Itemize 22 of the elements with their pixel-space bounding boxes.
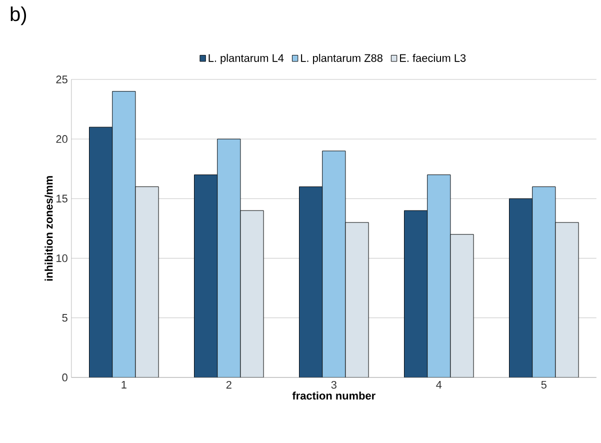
bar xyxy=(509,198,533,378)
x-tick-label: 1 xyxy=(122,380,126,388)
y-tick-label: 0 xyxy=(62,374,68,382)
text: b) xyxy=(10,6,26,26)
y-tick-label: 20 xyxy=(56,135,68,143)
bar xyxy=(89,126,113,378)
x-tick-label: 2 xyxy=(226,380,232,389)
y-tick-label: 15 xyxy=(56,194,68,202)
bar xyxy=(299,186,323,378)
y-tick-label: 10 xyxy=(56,254,68,262)
legend-label: L. plantarum Z88 xyxy=(301,54,382,64)
x-tick-label: 3 xyxy=(331,380,336,389)
legend-label: E. faecium L3 xyxy=(400,54,466,62)
bar xyxy=(404,210,428,378)
y-axis-title: inhibition zones/mm xyxy=(44,176,53,281)
y-tick-label: 5 xyxy=(62,314,68,322)
x-axis-title: fraction number xyxy=(292,392,376,400)
legend-label: L. plantarum L4 xyxy=(208,54,284,64)
x-tick-label: 5 xyxy=(541,380,546,389)
bar xyxy=(194,174,218,378)
y-tick-label: 25 xyxy=(56,76,68,84)
x-tick-label: 4 xyxy=(436,380,442,388)
